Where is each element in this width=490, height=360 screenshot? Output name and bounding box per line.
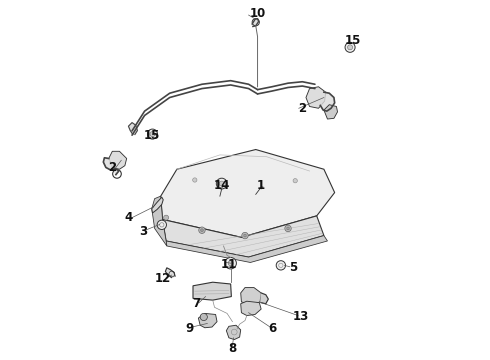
Text: 11: 11: [220, 258, 237, 271]
Polygon shape: [193, 282, 231, 300]
Circle shape: [150, 132, 155, 136]
Circle shape: [347, 45, 353, 50]
Text: 15: 15: [344, 33, 361, 47]
Polygon shape: [252, 19, 259, 27]
Polygon shape: [261, 293, 269, 304]
Circle shape: [199, 227, 205, 233]
Circle shape: [276, 261, 286, 270]
Text: 10: 10: [249, 7, 266, 20]
Circle shape: [193, 178, 197, 182]
Text: 3: 3: [139, 225, 147, 238]
Circle shape: [200, 229, 203, 231]
Text: 5: 5: [289, 261, 297, 274]
Polygon shape: [128, 123, 137, 134]
Circle shape: [285, 225, 291, 231]
Circle shape: [345, 42, 355, 52]
Circle shape: [200, 314, 207, 320]
Text: 14: 14: [214, 179, 230, 192]
Circle shape: [242, 232, 248, 239]
Polygon shape: [324, 105, 338, 119]
Polygon shape: [166, 235, 327, 262]
Polygon shape: [241, 301, 261, 316]
Circle shape: [293, 179, 297, 183]
Text: 13: 13: [293, 310, 309, 323]
Circle shape: [157, 220, 167, 229]
Text: 12: 12: [154, 272, 171, 285]
Circle shape: [225, 257, 236, 269]
Polygon shape: [226, 325, 241, 339]
Polygon shape: [306, 87, 326, 108]
Text: 7: 7: [193, 297, 200, 310]
Polygon shape: [166, 268, 175, 278]
Text: 8: 8: [228, 342, 237, 355]
Polygon shape: [109, 151, 126, 169]
Text: 2: 2: [108, 161, 117, 174]
Circle shape: [244, 234, 246, 237]
Polygon shape: [241, 288, 261, 305]
Polygon shape: [103, 158, 119, 175]
Polygon shape: [163, 216, 324, 257]
Polygon shape: [161, 149, 335, 237]
Circle shape: [164, 215, 169, 220]
Text: 2: 2: [298, 102, 306, 115]
Polygon shape: [152, 197, 163, 213]
Polygon shape: [320, 92, 335, 111]
Text: 15: 15: [144, 129, 160, 142]
Circle shape: [287, 227, 290, 230]
Text: 9: 9: [185, 322, 194, 335]
Circle shape: [147, 129, 157, 139]
Text: 4: 4: [124, 211, 133, 224]
Circle shape: [219, 181, 224, 186]
Circle shape: [216, 178, 227, 189]
Text: 6: 6: [268, 322, 276, 335]
Circle shape: [228, 261, 233, 266]
Polygon shape: [152, 196, 167, 246]
Text: 1: 1: [257, 179, 265, 192]
Polygon shape: [198, 314, 217, 328]
